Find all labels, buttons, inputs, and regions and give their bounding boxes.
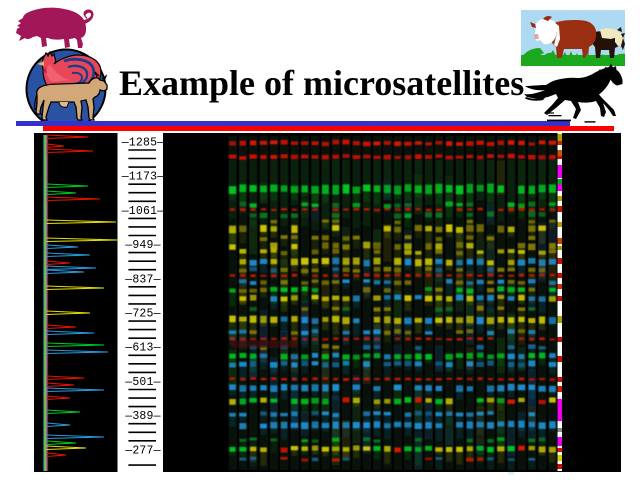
svg-text:—725—: —725— [124,308,161,321]
svg-text:—277—: —277— [124,444,161,457]
svg-text:—949—: —949— [124,239,161,252]
svg-text:—837—: —837— [124,273,161,286]
svg-text:—613—: —613— [124,342,161,355]
svg-text:—501—: —501— [124,376,161,389]
svg-text:—1173—: —1173— [121,171,165,184]
svg-text:—1285—: —1285— [121,136,165,149]
svg-text:—1061—: —1061— [121,205,165,218]
svg-text:—389—: —389— [124,410,161,423]
